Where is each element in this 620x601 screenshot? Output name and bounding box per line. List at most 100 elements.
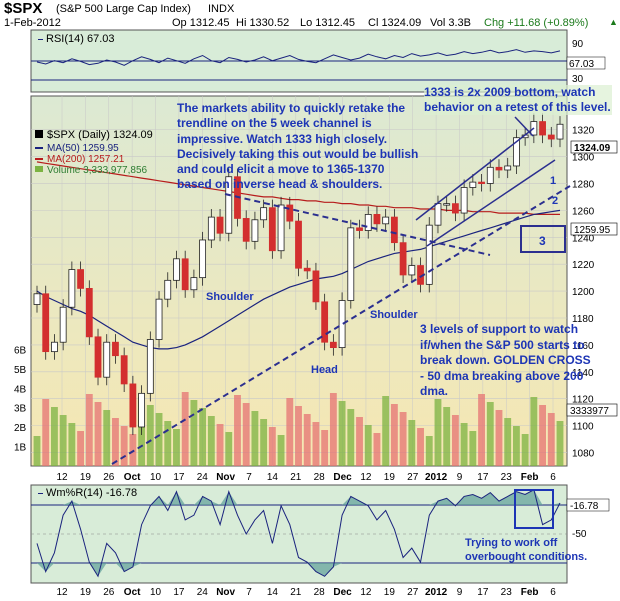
candle-body [173,258,180,281]
volume-bar [295,406,302,466]
date-tick-label: 21 [290,587,302,598]
up-arrow-icon: ▲ [609,17,618,27]
date-tick-label: 17 [173,472,185,483]
support-level-2-label: 2 [552,195,558,207]
ma200-legend-label: MA(200) 1257.21 [47,154,125,165]
candle-body [164,279,172,300]
candle-body [451,203,459,214]
date-tick-label: 24 [197,587,209,598]
date-tick-label: 6 [550,587,556,598]
date-tick-label: Dec [333,472,352,483]
candle-body [242,218,250,242]
date-tick-label: 17 [477,472,489,483]
volume-bar [390,404,398,466]
wr-line [36,489,561,578]
volume-bar [103,410,111,466]
volume-y-axis: 6B 5B 4B 3B 2B 1B [14,345,27,453]
candle-body [556,123,564,140]
date-tick-label: 23 [501,472,513,483]
rsi-panel: RSI(14) 67.03 ⎯ 90 30 67.03 [30,29,606,93]
support-level-3-box [520,225,566,253]
date-tick-label: 17 [173,587,185,598]
volume-bar [216,424,224,466]
candle-body [504,165,512,171]
volume-bar [68,423,76,466]
candle-body [190,277,198,291]
candle-body [460,187,468,214]
date-tick-label: Feb [521,472,539,483]
date-tick-label: Nov [216,587,235,598]
volume-bar [451,415,459,466]
date-tick-label: 19 [80,472,92,483]
price-tick-label: 1140 [572,368,594,379]
volume-bar [286,398,294,466]
support-level-1-label: 1 [550,175,556,187]
date-x-axis-bottom: 12 19 26 Oct 10 17 24 Nov 7 14 21 28 Dec 12 19 27 2012 9 1… [56,587,556,598]
price-tick-label: 1120 [572,395,594,406]
date-tick-label: Dec [333,587,352,598]
wr-label: Wm%R(14) -16.78 [46,487,137,499]
date-tick-label: 27 [407,472,419,483]
volume-bar [521,434,529,466]
volume-bar [33,436,41,466]
volume-bar [190,400,198,466]
candle-body [146,339,154,394]
candle-body [51,341,58,353]
candle-body [495,166,503,171]
volume-bar [42,399,50,466]
volume-bar [234,395,241,466]
candle-body [434,203,442,226]
price-tick-label: 1320 [572,126,595,137]
date-tick-label: Feb [521,587,539,598]
volume-bar [373,433,381,466]
candle-body [199,239,207,279]
date-tick-label: 14 [267,587,279,598]
price-legend-label: $SPX (Daily) 1324.09 [47,129,153,141]
rsi-value-tag-text: 67.03 [569,59,594,70]
volume-bar [225,432,233,466]
date-tick-label: 10 [150,472,162,483]
volume-bar [173,429,180,466]
candle-body [486,166,494,184]
price-tick-label: 1280 [572,179,595,190]
volume-bar [146,405,154,466]
date-tick-label: 6 [550,472,556,483]
candle-body [277,204,285,252]
wr-note: Trying to work off overbought conditions… [465,537,588,563]
date-tick-label: 23 [501,587,513,598]
support-level-3-label: 3 [539,234,546,248]
candle-body [295,220,302,269]
chart-exchange: INDX [208,3,235,15]
volume-bar [251,411,259,466]
candle-body [129,383,137,428]
price-legend: $SPX (Daily) 1324.09 MA(50) 1259.95 MA(2… [35,129,153,176]
low-value: Lo 1312.45 [300,17,356,29]
wr-panel: Wm%R(14) -16.78 ⎯ -50 -16.78 [30,484,610,584]
candle-body [425,224,433,285]
candle-body [286,204,294,222]
price-tick-label: 1180 [572,314,594,325]
price-value-tag-text: 1324.09 [574,143,611,154]
candle-body [478,181,485,185]
date-tick-label: 27 [407,587,419,598]
date-tick-label: 14 [267,472,279,483]
volume-bar [504,418,512,466]
date-tick-label: 7 [246,472,252,483]
volume-bar [338,401,346,466]
candle-body [77,269,84,289]
price-panel: 1320 1300 1280 1260 1240 1220 1200 1180 1160 1140… [14,95,618,467]
chart-date: 1-Feb-2012 [4,17,61,29]
volume-bar [486,402,494,466]
volume-bar [539,405,546,466]
date-tick-label: 19 [384,587,396,598]
volume-bars [33,392,564,466]
ma-value-tag [570,222,618,236]
rsi-y-axis: 90 30 [572,39,584,85]
annotation-note-2: 1333 is 2x 2009 bottom, watch behavior o… [424,85,612,115]
date-x-axis: 12 19 26 Oct 10 17 24 Nov 7 14 21 28 Dec 12 19 27 2012 9 1… [56,472,556,483]
volume-bar [155,413,163,466]
candle-body [303,267,311,272]
volume-bar [425,436,433,466]
candle-body [216,216,224,234]
